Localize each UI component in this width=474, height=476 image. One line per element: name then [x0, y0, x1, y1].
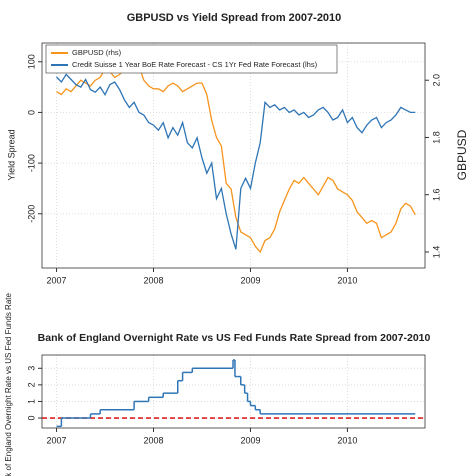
x-tick-label: 2008: [143, 275, 163, 285]
x-tick-label: 2008: [143, 435, 163, 445]
y-tick-label: 0: [26, 416, 36, 421]
plot-frame: [41, 354, 426, 429]
plot-frame: [41, 42, 426, 269]
x-tick-label: 2010: [337, 435, 357, 445]
x-tick-label: 2009: [240, 275, 260, 285]
x-tick-label: 2009: [240, 435, 260, 445]
y2-tick-label: 1.4: [431, 246, 441, 259]
chart-title: Bank of England Overnight Rate vs US Fed…: [38, 332, 431, 344]
y-tick-label: 100: [26, 54, 36, 69]
series-line: [56, 73, 416, 250]
y2-tick-label: 1.8: [431, 131, 441, 144]
y-axis-label: Yield Spread: [6, 129, 16, 180]
x-tick-label: 2010: [337, 275, 357, 285]
y-tick-label: 3: [26, 366, 36, 371]
legend-label: GBPUSD (rhs): [72, 48, 122, 57]
y-tick-label: 1: [26, 399, 36, 404]
y2-tick-label: 1.6: [431, 188, 441, 201]
y-tick-label: -100: [26, 154, 36, 172]
y-tick-label: -200: [26, 205, 36, 223]
x-tick-label: 2007: [47, 435, 67, 445]
legend-label: Credit Suisse 1 Year BoE Rate Forecast -…: [72, 60, 318, 69]
series-line: [56, 56, 416, 254]
legend-box: [45, 44, 338, 74]
y-tick-label: 0: [26, 110, 36, 115]
y-axis-label: Bank of England Overnight Rate vs US Fed…: [4, 293, 13, 476]
x-tick-label: 2007: [47, 275, 67, 285]
y-tick-label: 2: [26, 382, 36, 387]
y2-axis-label: GBPUSD: [455, 129, 469, 180]
chart-title: GBPUSD vs Yield Spread from 2007-2010: [127, 12, 342, 24]
y2-tick-label: 2.0: [431, 74, 441, 87]
